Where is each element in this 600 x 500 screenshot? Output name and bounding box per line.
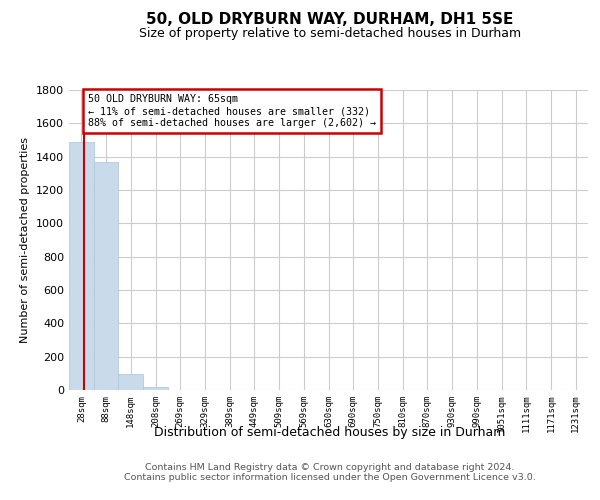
Text: 50 OLD DRYBURN WAY: 65sqm
← 11% of semi-detached houses are smaller (332)
88% of: 50 OLD DRYBURN WAY: 65sqm ← 11% of semi-… (88, 94, 376, 128)
Bar (94, 162, 118, 390)
Bar (143, 386, 168, 390)
Text: Size of property relative to semi-detached houses in Durham: Size of property relative to semi-detach… (139, 28, 521, 40)
Text: Distribution of semi-detached houses by size in Durham: Distribution of semi-detached houses by … (154, 426, 506, 439)
Text: Contains HM Land Registry data © Crown copyright and database right 2024.
Contai: Contains HM Land Registry data © Crown c… (124, 462, 536, 482)
Text: 50, OLD DRYBURN WAY, DURHAM, DH1 5SE: 50, OLD DRYBURN WAY, DURHAM, DH1 5SE (146, 12, 514, 28)
Y-axis label: Number of semi-detached properties: Number of semi-detached properties (20, 137, 31, 343)
Bar (69, 142, 94, 390)
Bar (118, 374, 143, 390)
